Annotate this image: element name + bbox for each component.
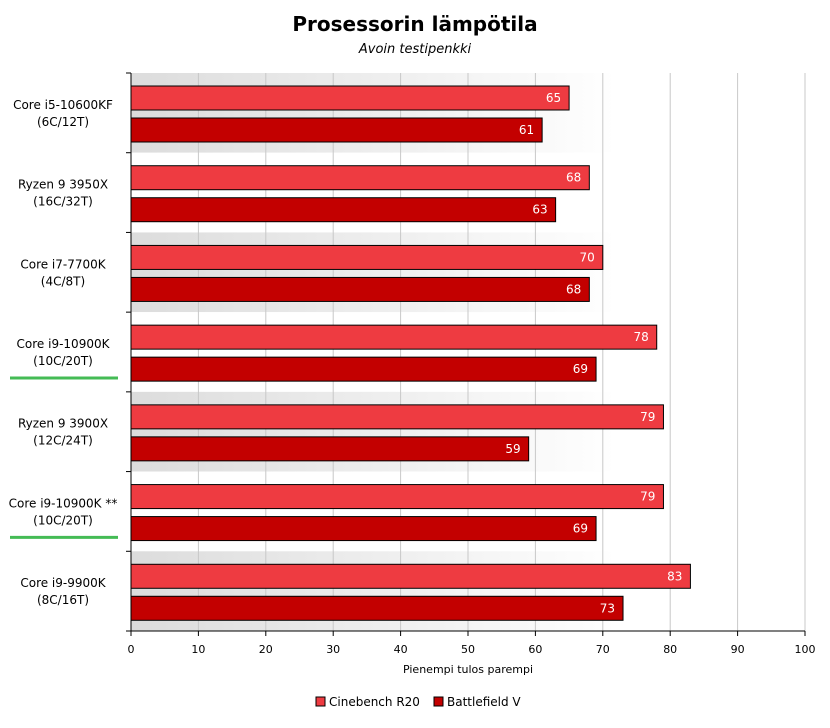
category-label: Core i9-9900K (8C/16T) (20, 576, 106, 607)
bar-value-label: 65 (546, 91, 561, 105)
bar-cinebench (130, 244, 604, 270)
bar-value-label: 59 (505, 442, 520, 456)
bar-battlefield (130, 276, 590, 302)
bar-battlefield (130, 436, 530, 462)
x-tick-label: 100 (795, 643, 816, 656)
bar-battlefield (130, 595, 624, 621)
bar-value-label: 69 (573, 522, 588, 536)
bar-cinebench (130, 484, 664, 510)
legend: Cinebench R20 Battlefield V (315, 695, 521, 709)
bar-cinebench (130, 85, 570, 111)
x-tick-label: 40 (394, 643, 408, 656)
bar-cinebench (130, 563, 691, 589)
category-label: Core i5-10600KF (6C/12T) (13, 98, 113, 129)
x-tick-label: 10 (191, 643, 205, 656)
x-tick-label: 80 (663, 643, 677, 656)
category-label-name: Core i9-10900K ** (9, 496, 118, 510)
category-label-config: (4C/8T) (41, 274, 85, 288)
bar-value-label: 78 (633, 330, 648, 344)
legend-swatch-cinebench (315, 696, 326, 707)
legend-label: Battlefield V (447, 695, 521, 709)
legend-label: Cinebench R20 (329, 695, 420, 709)
category-label-name: Core i7-7700K (20, 257, 106, 271)
bar-value-label: 73 (600, 601, 615, 615)
category-label-config: (12C/24T) (33, 434, 93, 448)
category-label-config: (10C/20T) (33, 354, 93, 368)
chart-subtitle: Avoin testipenkki (358, 42, 472, 57)
category-label-name: Ryzen 9 3900X (18, 417, 108, 431)
category-label-config: (6C/12T) (37, 115, 89, 129)
category-label: Core i7-7700K (4C/8T) (20, 257, 106, 288)
category-label: Ryzen 9 3900X (12C/24T) (18, 417, 108, 448)
x-tick-label: 50 (461, 643, 475, 656)
bar-value-label: 79 (640, 410, 655, 424)
category-label-config: (8C/16T) (37, 593, 89, 607)
x-tick-label: 30 (326, 643, 340, 656)
category-label-config: (16C/32T) (33, 195, 93, 209)
category-label-config: (10C/20T) (33, 513, 93, 527)
bar-cinebench (130, 324, 658, 350)
axes: 0 10 20 30 40 50 60 70 80 90 100 Pienempi tulos par… (126, 72, 816, 676)
category-label-name: Core i9-9900K (20, 576, 106, 590)
bar-battlefield (130, 356, 597, 382)
bar-cinebench (130, 165, 590, 191)
category-label: Core i9-10900K ** (10C/20T) (9, 496, 118, 527)
x-axis-title: Pienempi tulos parempi (403, 663, 533, 676)
x-tick-label: 70 (596, 643, 610, 656)
bar-value-label: 70 (580, 250, 595, 264)
chart-title: Prosessorin lämpötila (292, 12, 538, 36)
legend-swatch-battlefield (433, 696, 444, 707)
bar-value-label: 61 (519, 123, 534, 137)
bar-battlefield (130, 117, 543, 143)
bar-value-label: 68 (566, 282, 581, 296)
category-label: Core i9-10900K (10C/20T) (17, 337, 111, 368)
bar-value-label: 69 (573, 362, 588, 376)
x-tick-label: 60 (528, 643, 542, 656)
x-tick-label: 0 (128, 643, 135, 656)
bar-value-label: 68 (566, 171, 581, 185)
category-label: Ryzen 9 3950X (16C/32T) (18, 178, 108, 209)
category-label-name: Ryzen 9 3950X (18, 178, 108, 192)
bar-value-label: 83 (667, 569, 682, 583)
bar-value-label: 63 (532, 203, 547, 217)
bars: 65 68 70 78 79 79 83 61 63 68 69 59 69 73 (130, 85, 691, 621)
category-labels: Core i5-10600KF (6C/12T) Ryzen 9 3950X (16C… (9, 98, 118, 607)
category-label-name: Core i9-10900K (17, 337, 111, 351)
x-tick-label: 90 (731, 643, 745, 656)
category-label-name: Core i5-10600KF (13, 98, 113, 112)
bar-value-label: 79 (640, 490, 655, 504)
x-tick-label: 20 (259, 643, 273, 656)
bar-battlefield (130, 516, 597, 542)
bar-battlefield (130, 197, 557, 223)
bar-cinebench (130, 404, 664, 430)
